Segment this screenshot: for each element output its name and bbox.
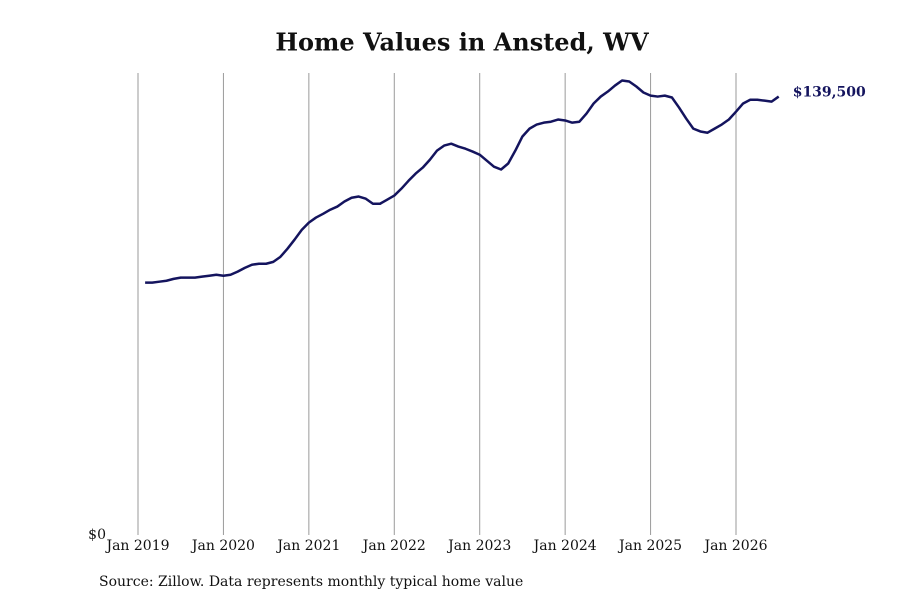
x-tick-label: Jan 2019 (104, 538, 169, 554)
x-tick-label: Jan 2023 (446, 538, 511, 554)
value-label: $139,500 (793, 85, 866, 101)
y-tick-label: $0 (88, 527, 106, 543)
x-tick-label: Jan 2025 (617, 538, 682, 554)
x-tick-label: Jan 2026 (702, 538, 767, 554)
x-tick-label: Jan 2020 (190, 538, 255, 554)
x-tick-label: Jan 2022 (361, 538, 426, 554)
x-tick-label: Jan 2024 (532, 538, 597, 554)
x-tick-label: Jan 2021 (275, 538, 340, 554)
source-note: Source: Zillow. Data represents monthly … (99, 574, 523, 590)
series-line (145, 79, 780, 284)
chart-title: Home Values in Ansted, WV (275, 28, 649, 57)
